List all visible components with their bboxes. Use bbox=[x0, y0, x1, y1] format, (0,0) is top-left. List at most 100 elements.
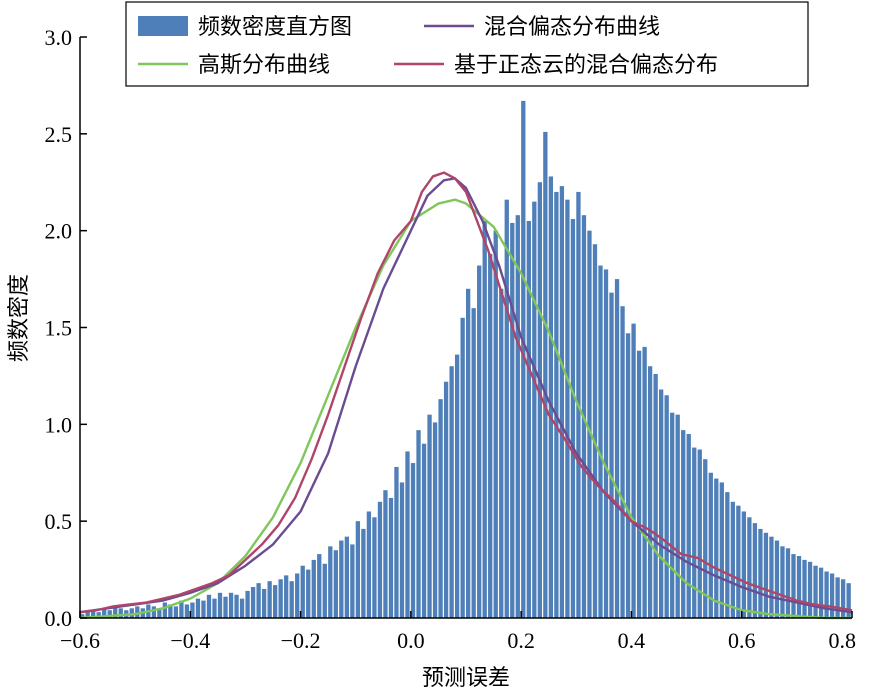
histogram-bar bbox=[510, 222, 515, 619]
histogram-bar bbox=[620, 306, 625, 618]
histogram-bar bbox=[796, 556, 802, 618]
histogram-bar bbox=[499, 288, 504, 618]
histogram-bar bbox=[355, 521, 361, 618]
histogram-bar bbox=[493, 230, 498, 619]
histogram-bar bbox=[405, 451, 410, 618]
histogram-bar bbox=[80, 614, 85, 618]
histogram-bar bbox=[504, 199, 509, 618]
histogram-bar bbox=[295, 573, 300, 618]
histogram-bar bbox=[747, 517, 752, 618]
histogram-bar bbox=[427, 414, 432, 618]
histogram-bar bbox=[267, 581, 272, 618]
histogram-bar bbox=[824, 571, 829, 618]
histogram-bar bbox=[482, 220, 487, 619]
histogram-bar bbox=[763, 532, 769, 618]
histogram-bars bbox=[80, 100, 851, 619]
histogram-bar bbox=[350, 544, 355, 618]
histogram-bar bbox=[813, 565, 818, 618]
histogram-bar bbox=[190, 602, 195, 618]
histogram-bar bbox=[454, 354, 460, 618]
histogram-bar bbox=[377, 501, 383, 618]
histogram-bar bbox=[102, 608, 107, 618]
legend: 频数密度直方图 混合偏态分布曲线 高斯分布曲线 基于正态云的混合偏态分布 bbox=[125, 1, 809, 87]
x-tick-label: 0.2 bbox=[507, 628, 535, 653]
histogram-bar bbox=[317, 554, 322, 618]
histogram-bar bbox=[300, 565, 305, 618]
x-tick-label: 0.4 bbox=[618, 628, 646, 653]
histogram-bar bbox=[636, 350, 642, 618]
histogram-bar bbox=[322, 563, 327, 618]
histogram-bar bbox=[818, 567, 824, 618]
histogram-bar bbox=[416, 430, 421, 618]
histogram-bar bbox=[328, 546, 333, 618]
histogram-bar bbox=[670, 412, 675, 618]
histogram-bar bbox=[807, 561, 813, 618]
histogram-bar bbox=[306, 569, 311, 618]
histogram-bar bbox=[261, 588, 267, 618]
histogram-bar bbox=[366, 511, 372, 618]
ticks: −0.6 −0.4 −0.2 0.0 0.2 0.4 0.6 0.8 0.0 0.5 1.0 1.5 2… bbox=[45, 25, 857, 653]
histogram-bar bbox=[570, 219, 576, 619]
histogram-bar bbox=[548, 176, 554, 618]
histogram-bar bbox=[752, 523, 758, 618]
histogram-bar bbox=[212, 598, 217, 618]
histogram-bar bbox=[96, 612, 101, 618]
histogram-bar bbox=[625, 333, 631, 618]
histogram-bar bbox=[488, 253, 493, 618]
histogram-bar bbox=[774, 540, 780, 618]
histogram-bar bbox=[443, 381, 449, 618]
histogram-bar bbox=[91, 610, 96, 618]
histogram-bar bbox=[107, 610, 112, 618]
histogram-bar bbox=[234, 594, 239, 618]
y-tick-label: 0.0 bbox=[45, 606, 73, 631]
y-tick-label: 2.5 bbox=[45, 122, 73, 147]
histogram-bar bbox=[284, 575, 289, 618]
histogram-bar bbox=[273, 585, 278, 618]
histogram-bar bbox=[168, 604, 173, 618]
x-tick-label: 0.0 bbox=[397, 628, 425, 653]
histogram-bar bbox=[250, 587, 256, 618]
histogram-bar bbox=[179, 600, 184, 618]
histogram-bar bbox=[681, 430, 686, 618]
histogram-bar bbox=[118, 608, 123, 618]
y-tick-label: 3.0 bbox=[45, 25, 73, 50]
histogram-bar bbox=[217, 592, 223, 618]
histogram-bar bbox=[195, 598, 201, 618]
histogram-bar bbox=[151, 606, 156, 618]
histogram-bar bbox=[477, 265, 482, 618]
histogram-bar bbox=[515, 215, 520, 619]
y-tick-label: 0.5 bbox=[45, 509, 73, 534]
histogram-bar bbox=[708, 472, 713, 618]
histogram-bar bbox=[653, 373, 658, 618]
histogram-bar bbox=[532, 201, 537, 618]
mixed-skew-curve bbox=[79, 177, 853, 614]
histogram-bar bbox=[785, 548, 791, 618]
x-tick-label: −0.2 bbox=[281, 628, 321, 653]
legend-label-mixed-skew: 混合偏态分布曲线 bbox=[484, 15, 660, 40]
histogram-bar bbox=[157, 608, 162, 618]
histogram-bar bbox=[438, 399, 443, 618]
x-tick-label: 0.6 bbox=[728, 628, 756, 653]
histogram-bar bbox=[780, 546, 785, 618]
x-axis-title: 预测误差 bbox=[422, 666, 510, 690]
histogram-bar bbox=[675, 414, 680, 618]
histogram-bar bbox=[846, 583, 851, 618]
histogram-bar bbox=[703, 459, 708, 618]
histogram-bar bbox=[609, 292, 614, 618]
histogram-bar bbox=[410, 463, 416, 618]
histogram-bar bbox=[631, 323, 636, 618]
histogram-bar bbox=[239, 598, 245, 618]
histogram-bar bbox=[725, 492, 730, 618]
histogram-bar bbox=[769, 536, 774, 618]
y-tick-label: 2.0 bbox=[45, 219, 73, 244]
histogram-bar bbox=[184, 604, 190, 618]
histogram-bar bbox=[758, 528, 763, 618]
histogram-bar bbox=[598, 265, 603, 618]
histogram-bar bbox=[791, 554, 796, 618]
histogram-bar bbox=[372, 517, 377, 618]
histogram-bar bbox=[339, 540, 344, 618]
histogram-bar bbox=[647, 366, 653, 618]
histogram-bar bbox=[399, 482, 405, 618]
histogram-bar bbox=[129, 608, 134, 618]
histogram-bar bbox=[421, 443, 427, 618]
